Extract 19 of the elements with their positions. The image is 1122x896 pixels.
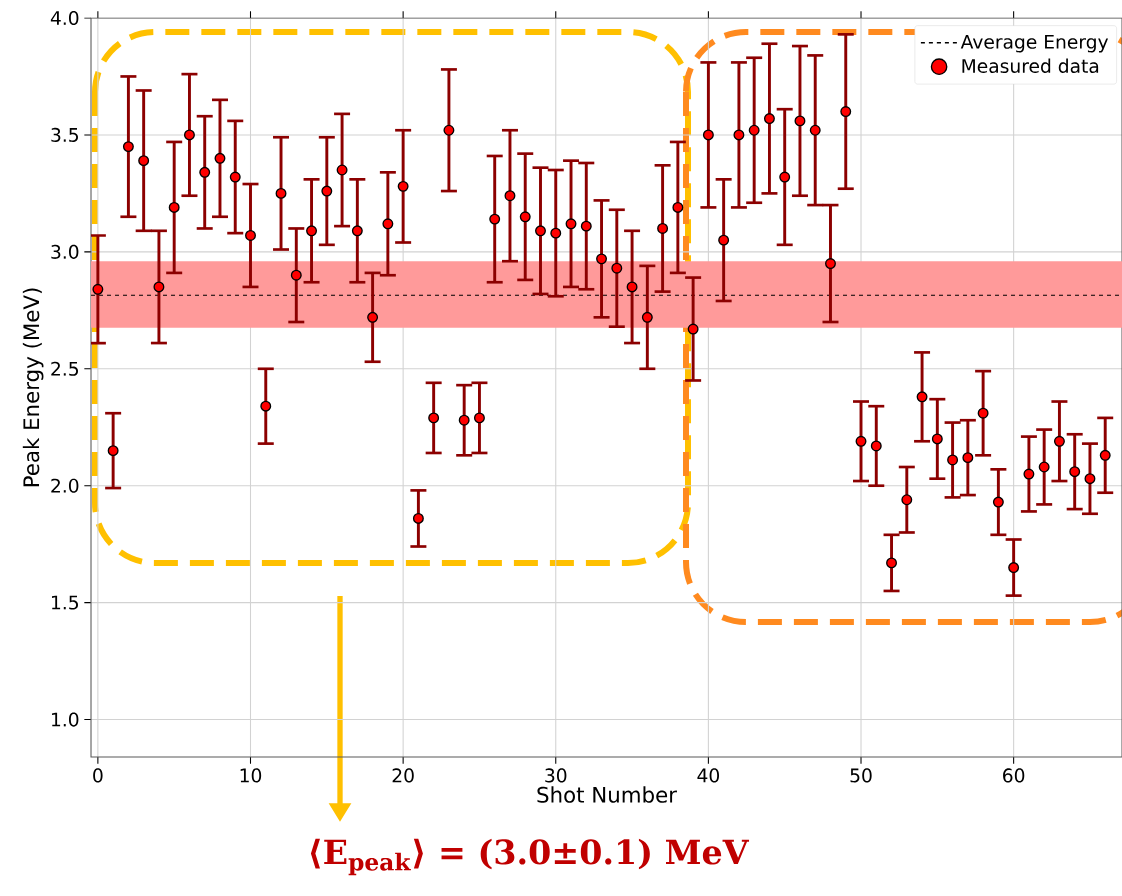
- y-tick-label: 2.0: [51, 478, 79, 493]
- y-tick-label: 3.0: [51, 244, 79, 259]
- x-tick-label: 40: [697, 768, 720, 783]
- x-tick-label: 0: [93, 768, 103, 783]
- x-tick-label: 30: [545, 768, 567, 783]
- x-tick-label: 10: [240, 768, 262, 783]
- legend-label: Measured data: [962, 58, 1099, 74]
- y-axis-title: Peak Energy (MeV): [22, 288, 44, 487]
- x-tick-label: 50: [850, 768, 872, 783]
- y-tick-label: 3.5: [51, 127, 78, 142]
- x-tick-label: 20: [392, 768, 414, 783]
- legend-label: Average Energy: [960, 34, 1109, 53]
- y-tick-label: 2.5: [51, 361, 78, 376]
- x-tick-label: 60: [1003, 768, 1025, 783]
- text: ⟨E$_{peak}$⟩ = (3.0±0.1) MeV: [310, 838, 750, 876]
- y-tick-label: 1.5: [51, 595, 78, 610]
- y-tick-label: 1.0: [51, 712, 79, 727]
- x-axis-title: Shot Number: [537, 786, 677, 803]
- y-tick-label: 4.0: [50, 10, 79, 26]
